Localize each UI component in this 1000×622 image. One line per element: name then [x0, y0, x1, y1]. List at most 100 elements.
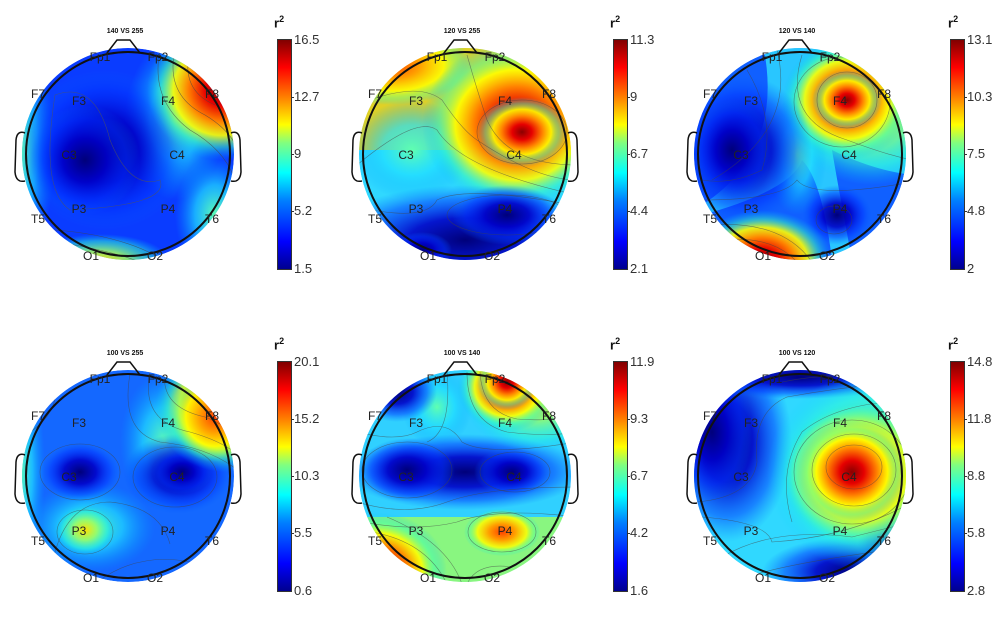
electrode-label-fp1: Fp1: [426, 372, 448, 386]
colorbar-tick: 6.7: [630, 146, 649, 161]
colorbar-label: r2: [610, 336, 621, 353]
nose-icon: [106, 361, 141, 376]
electrode-label-p3: P3: [743, 202, 759, 216]
electrode-label-f4: F4: [832, 416, 848, 430]
nose-icon: [106, 39, 141, 54]
colorbar-tick-max: 11.3: [630, 32, 655, 47]
colorbar-tick: 6.7: [630, 468, 649, 483]
colorbar-tick: 5.2: [294, 203, 313, 218]
electrode-label-fp1: Fp1: [761, 50, 783, 64]
colorbar: [950, 361, 967, 592]
electrode-label-t6: T6: [541, 212, 557, 226]
electrode-label-o2: O2: [146, 249, 164, 263]
electrode-label-p4: P4: [160, 524, 176, 538]
electrode-label-o2: O2: [483, 249, 501, 263]
topomap-plot: [686, 39, 914, 260]
colorbar: [950, 39, 967, 270]
electrode-label-fp2: Fp2: [484, 50, 506, 64]
electrode-label-t5: T5: [702, 534, 718, 548]
electrode-label-o2: O2: [146, 571, 164, 585]
electrode-label-c3: C3: [61, 148, 77, 162]
electrode-label-f4: F4: [160, 94, 176, 108]
colorbar: [613, 361, 630, 592]
electrode-label-p4: P4: [497, 202, 513, 216]
electrode-label-fp2: Fp2: [147, 50, 169, 64]
electrode-label-p4: P4: [832, 202, 848, 216]
electrode-label-p3: P3: [743, 524, 759, 538]
topomap-panel-100-vs-120: 100 VS 120 Fp1 Fp2 F7 F3 F4 F8 C3 C4 T5 …: [672, 322, 1000, 622]
electrode-label-o1: O1: [754, 249, 772, 263]
electrode-label-p4: P4: [160, 202, 176, 216]
electrode-label-o2: O2: [818, 249, 836, 263]
electrode-label-f3: F3: [71, 416, 87, 430]
electrode-label-t6: T6: [876, 534, 892, 548]
electrode-label-o2: O2: [818, 571, 836, 585]
electrode-label-t6: T6: [204, 534, 220, 548]
electrode-label-t5: T5: [367, 212, 383, 226]
colorbar-tick-min: 1.5: [294, 261, 313, 276]
colorbar: [613, 39, 630, 270]
panel-title: 140 VS 255: [106, 28, 144, 35]
colorbar-label: r2: [610, 14, 621, 31]
colorbar-tick: 5.5: [294, 525, 313, 540]
electrode-label-t5: T5: [367, 534, 383, 548]
colorbar-tick: 7.5: [967, 146, 986, 161]
topomap-plot: [14, 39, 242, 260]
electrode-label-f3: F3: [743, 94, 759, 108]
topomap-panel-140-vs-255: 140 VS 255 Fp1 Fp2 F7 F3 F4 F8 C3 C4 T5 …: [0, 0, 340, 300]
electrode-label-f4: F4: [497, 94, 513, 108]
colorbar-tick: 10.3: [294, 468, 320, 483]
colorbar-tick-min: 2.8: [967, 583, 986, 598]
electrode-label-f7: F7: [30, 409, 46, 423]
colorbar-tick-min: 2.1: [630, 261, 649, 276]
colorbar-tick: 11.8: [967, 411, 992, 426]
electrode-label-p4: P4: [497, 524, 513, 538]
electrode-label-f7: F7: [702, 87, 718, 101]
electrode-label-f4: F4: [497, 416, 513, 430]
colorbar: [277, 361, 294, 592]
electrode-label-c3: C3: [61, 470, 77, 484]
electrode-label-o1: O1: [419, 249, 437, 263]
panel-title: 100 VS 140: [443, 350, 481, 357]
electrode-label-fp2: Fp2: [147, 372, 169, 386]
colorbar-tick-max: 11.9: [630, 354, 655, 369]
electrode-label-c4: C4: [841, 470, 857, 484]
electrode-label-c4: C4: [506, 470, 522, 484]
electrode-label-t6: T6: [876, 212, 892, 226]
colorbar-tick: 5.8: [967, 525, 986, 540]
panel-title: 100 VS 120: [778, 350, 816, 357]
electrode-label-t5: T5: [702, 212, 718, 226]
colorbar-tick-max: 16.5: [294, 32, 320, 47]
colorbar-tick-max: 13.1: [967, 32, 993, 47]
topomap-panel-100-vs-140: 100 VS 140 Fp1 Fp2 F7 F3 F4 F8 C3 C4 T5 …: [337, 322, 677, 622]
panel-title: 100 VS 255: [106, 350, 144, 357]
electrode-label-t5: T5: [30, 212, 46, 226]
electrode-label-p3: P3: [408, 524, 424, 538]
topomap-panel-120-vs-255: 120 VS 255 Fp1 Fp2 F7 F3 F4 F8 C3 C4 T5 …: [337, 0, 677, 300]
topomap-panel-120-vs-140: 120 VS 140 Fp1 Fp2 F7 F3 F4 F8 C3 C4 T5 …: [672, 0, 1000, 300]
panel-title: 120 VS 140: [778, 28, 816, 35]
electrode-label-c4: C4: [841, 148, 857, 162]
colorbar-label: r2: [948, 336, 959, 353]
electrode-label-o1: O1: [754, 571, 772, 585]
electrode-label-f7: F7: [367, 409, 383, 423]
topomap-plot: [14, 361, 242, 582]
electrode-label-f7: F7: [702, 409, 718, 423]
nose-icon: [443, 361, 478, 376]
colorbar-tick: 12.7: [294, 89, 320, 104]
electrode-label-c4: C4: [506, 148, 522, 162]
topomap-plot: [351, 361, 579, 582]
colorbar-tick: 4.4: [630, 203, 649, 218]
electrode-label-fp1: Fp1: [426, 50, 448, 64]
electrode-label-f7: F7: [367, 87, 383, 101]
colorbar-label: r2: [948, 14, 959, 31]
electrode-label-f8: F8: [204, 409, 220, 423]
electrode-label-c3: C3: [733, 148, 749, 162]
colorbar-tick-min: 1.6: [630, 583, 649, 598]
electrode-label-fp1: Fp1: [89, 50, 111, 64]
electrode-label-fp2: Fp2: [484, 372, 506, 386]
electrode-label-fp1: Fp1: [89, 372, 111, 386]
colorbar-tick: 4.8: [967, 203, 986, 218]
colorbar-tick: 4.2: [630, 525, 649, 540]
topomap-panel-100-vs-255: 100 VS 255 Fp1 Fp2 F7 F3 F4 F8 C3 C4 T5 …: [0, 322, 340, 622]
